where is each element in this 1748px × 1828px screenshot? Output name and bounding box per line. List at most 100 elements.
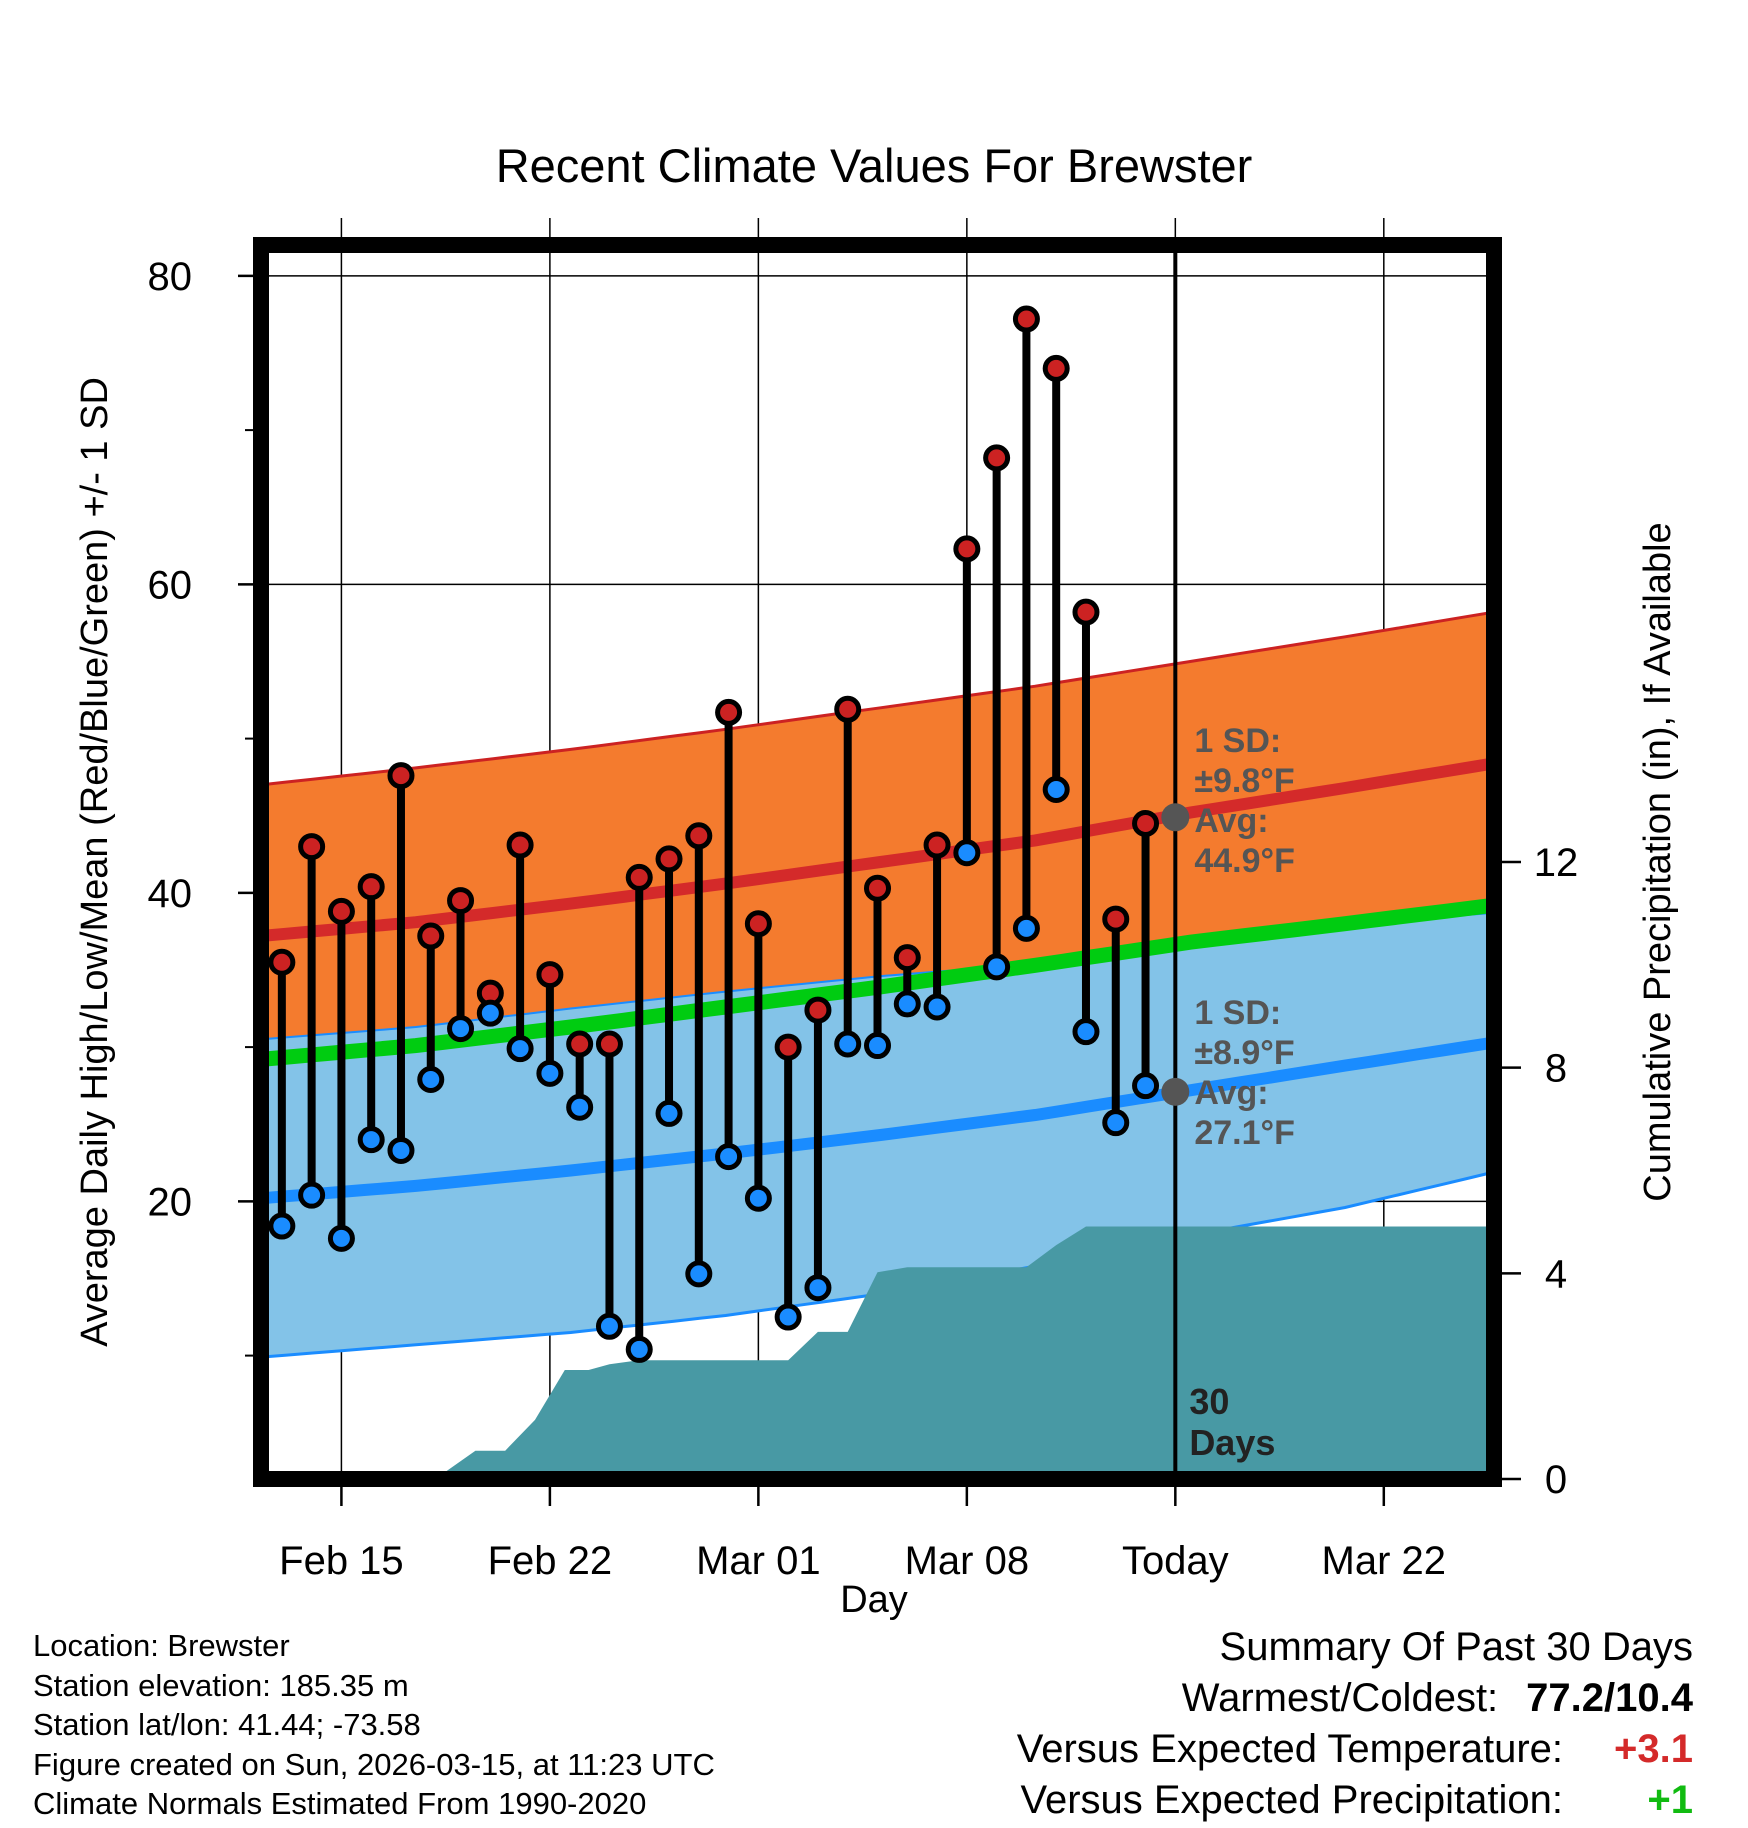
summary-warmest-label: Warmest/Coldest: [1181,1676,1499,1720]
low-annotation-line: ±8.9°F [1194,1034,1294,1072]
climate-chart: Recent Climate Values For Brewster 1 SD:… [74,139,1679,1621]
axis-ticks: 20 40 60 80 0 4 8 12 Feb 15 Feb 22 Mar 01 Mar 08 Tod… [148,255,1579,1583]
high-sd-upper-edge [260,610,1495,787]
summary-temp-row: Versus Expected Temperature: +3.1 [1017,1724,1693,1775]
daily-low-point [1042,776,1070,804]
daily-high-point [983,444,1011,472]
daily-high-point [417,922,445,950]
summary-warmest-row: Warmest/Coldest: 77.2/10.4 [1017,1673,1693,1724]
daily-low-point [983,953,1011,981]
high-normal-line [260,757,1495,942]
y-right-tick-label: 8 [1545,1047,1567,1091]
x-tick-label: Feb 15 [279,1539,404,1583]
x-tick-label: Mar 22 [1322,1539,1447,1583]
daily-high-point [685,822,713,850]
daily-low-point [566,1093,594,1121]
x-tick-label: Mar 01 [696,1539,821,1583]
summary-heading: Summary Of Past 30 Days [1219,1625,1693,1669]
y-tick-label: 80 [148,255,193,299]
daily-low-point [536,1059,564,1087]
daily-high-point [1042,354,1070,382]
daily-low-point [387,1136,415,1164]
summary-temp-label: Versus Expected Temperature: [1016,1727,1563,1771]
low-annotation-line: 1 SD: [1194,994,1281,1032]
high-sd-band [261,612,1494,1088]
daily-high-point [834,695,862,723]
y-axis-right-label: Cumulative Precipitation (in), If Availa… [1637,522,1679,1201]
info-created: Figure created on Sun, 2026-03-15, at 11… [33,1746,715,1782]
daily-high-point [715,698,743,726]
x-tick-label: Mar 08 [905,1539,1030,1583]
daily-low-point [655,1099,683,1127]
daily-low-point [953,839,981,867]
y-right-tick-label: 12 [1534,841,1579,885]
high-annotation-line: 44.9°F [1194,842,1295,880]
daily-low-point [774,1303,802,1331]
daily-high-point [1102,905,1130,933]
x-axis-label: Day [840,1579,908,1621]
daily-low-point [685,1260,713,1288]
daily-high-point [804,996,832,1024]
info-elevation: Station elevation: 185.35 m [33,1667,409,1703]
precip-area [261,1226,1494,1479]
daily-low-point [1132,1072,1160,1100]
x-tick-label: Today [1122,1539,1229,1583]
daily-low-point [923,993,951,1021]
summary-temp-value: +3.1 [1614,1727,1693,1771]
daily-high-point [298,833,326,861]
summary-panel: Summary Of Past 30 Days Warmest/Coldest:… [1017,1622,1693,1826]
high-avg-marker [1161,803,1190,832]
daily-low-point [447,1015,475,1043]
daily-low-point [864,1032,891,1060]
daily-high-point [268,948,296,976]
daily-high-point [566,1030,594,1058]
daily-low-point [744,1184,772,1212]
daily-low-point [804,1274,832,1302]
daily-high-point [357,873,385,901]
summary-precip-value: +1 [1647,1778,1693,1822]
normal-bands [260,610,1495,1359]
days-label-word: Days [1189,1422,1275,1463]
daily-low-point [834,1030,862,1058]
daily-low-point [506,1035,534,1063]
daily-high-point [953,535,981,563]
y-right-tick-label: 0 [1545,1458,1567,1502]
daily-low-point [625,1335,653,1363]
low-avg-marker [1161,1077,1190,1106]
info-location: Location: Brewster [33,1628,290,1663]
daily-high-point [1012,305,1040,333]
daily-high-point [655,845,683,873]
daily-high-point [1132,809,1160,837]
x-tick-label: Feb 22 [488,1539,613,1583]
daily-low-point [1012,914,1040,942]
daily-high-point [506,831,534,859]
daily-low-point [893,990,921,1018]
daily-low-point [327,1224,355,1252]
high-annotation-line: 1 SD: [1194,722,1281,760]
low-annotation-line: 27.1°F [1194,1114,1295,1152]
daily-range-bars [268,305,1160,1363]
daily-high-point [864,874,891,902]
daily-low-point [268,1212,296,1240]
daily-high-point [327,897,355,925]
daily-high-point [447,887,475,915]
daily-high-point [536,961,564,989]
daily-high-point [744,910,772,938]
daily-low-point [476,999,504,1027]
y-right-tick-label: 4 [1545,1252,1567,1296]
daily-low-point [298,1181,326,1209]
info-latlon: Station lat/lon: 41.44; -73.58 [33,1707,421,1742]
daily-low-point [715,1143,743,1171]
y-tick-label: 20 [148,1180,193,1224]
daily-high-point [893,944,921,972]
low-annotation-line: Avg: [1194,1074,1268,1112]
daily-high-point [774,1033,802,1061]
y-axis-label: Average Daily High/Low/Mean (Red/Blue/Gr… [74,377,116,1347]
daily-high-point [923,831,951,859]
daily-low-point [1072,1018,1100,1046]
daily-high-point [387,762,415,790]
summary-precip-row: Versus Expected Precipitation: +1 [1017,1775,1693,1826]
low-normal-line [260,1036,1495,1205]
daily-low-point [595,1312,623,1340]
